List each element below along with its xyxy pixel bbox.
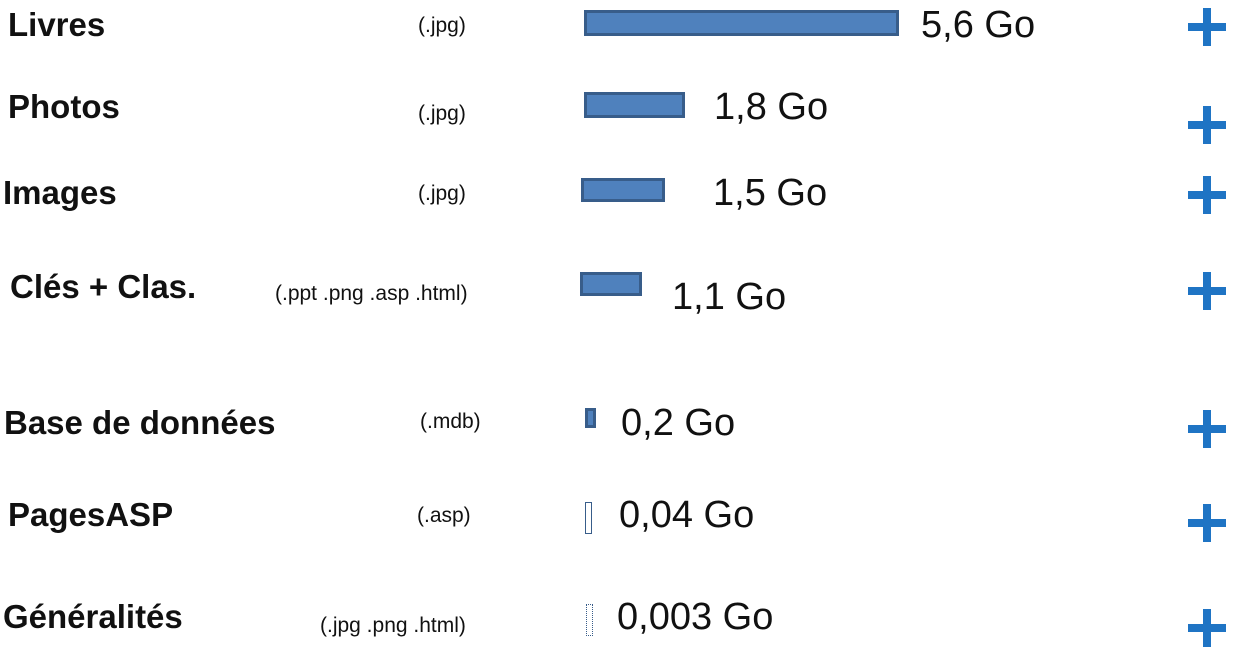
category-label: PagesASP <box>8 496 174 533</box>
value-label: 0,003 Go <box>617 596 774 638</box>
value-label: 1,5 Go <box>713 172 828 214</box>
plus-icon[interactable] <box>1188 8 1226 46</box>
plus-icon[interactable] <box>1188 410 1226 448</box>
category-row: Généralités (.jpg .png .html) 0,003 Go <box>0 592 1233 652</box>
file-extensions: (.jpg) <box>418 14 466 37</box>
bar <box>581 178 666 202</box>
file-extensions: (.asp) <box>417 504 471 527</box>
plus-icon[interactable] <box>1188 272 1226 310</box>
file-extensions: (.jpg) <box>418 102 466 125</box>
plus-icon[interactable] <box>1188 106 1226 144</box>
file-extensions: (.ppt .png .asp .html) <box>275 282 468 305</box>
category-label: Livres <box>8 6 106 43</box>
bar <box>585 408 597 428</box>
category-row: Livres (.jpg) 5,6 Go <box>0 0 1233 60</box>
bar <box>586 604 593 636</box>
plus-icon[interactable] <box>1188 176 1226 214</box>
category-row: Images (.jpg) 1,5 Go <box>0 168 1233 228</box>
value-label: 0,2 Go <box>621 402 736 444</box>
plus-icon[interactable] <box>1188 609 1226 647</box>
category-label: Généralités <box>3 598 183 635</box>
bar <box>580 272 642 296</box>
file-extensions: (.jpg .png .html) <box>320 614 466 637</box>
category-label: Images <box>3 174 117 211</box>
category-label: Base de données <box>4 404 276 441</box>
bar <box>584 92 686 118</box>
bar <box>584 10 899 36</box>
category-row: Photos (.jpg) 1,8 Go <box>0 82 1233 144</box>
plus-icon[interactable] <box>1188 504 1226 542</box>
category-row: PagesASP (.asp) 0,04 Go <box>0 490 1233 550</box>
file-extensions: (.jpg) <box>418 182 466 205</box>
category-row: Clés + Clas. (.ppt .png .asp .html) 1,1 Go <box>0 262 1233 322</box>
value-label: 5,6 Go <box>921 4 1036 46</box>
value-label: 0,04 Go <box>619 494 755 536</box>
file-extensions: (.mdb) <box>420 410 481 433</box>
category-label: Clés + Clas. <box>10 268 197 305</box>
value-label: 1,8 Go <box>714 86 829 128</box>
value-label: 1,1 Go <box>672 276 787 318</box>
category-label: Photos <box>8 88 120 125</box>
bar <box>585 502 592 534</box>
category-row: Base de données (.mdb) 0,2 Go <box>0 398 1233 458</box>
